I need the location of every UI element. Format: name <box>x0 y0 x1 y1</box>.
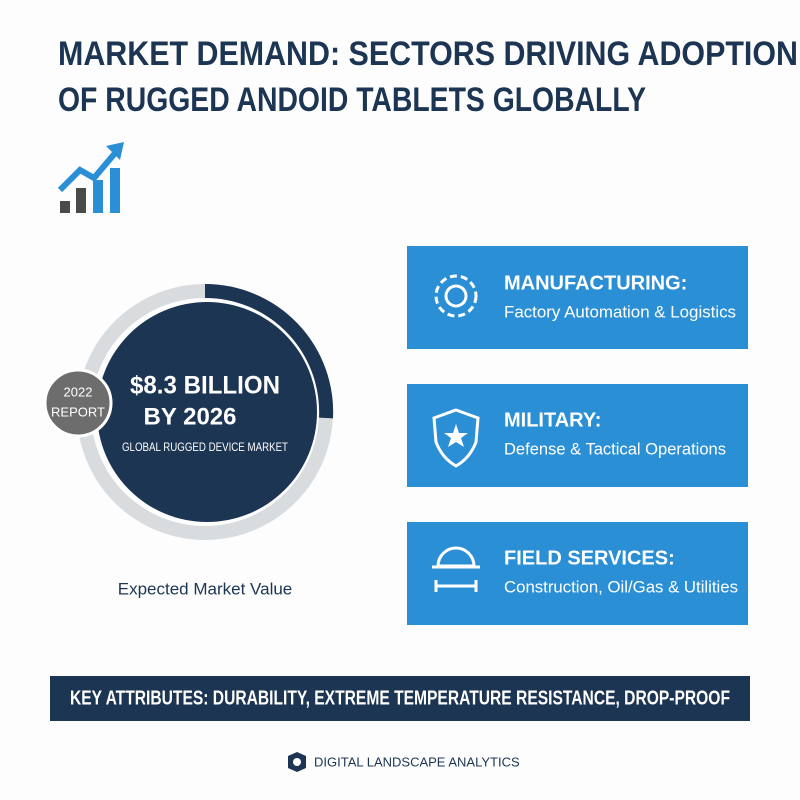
sector-card: MILITARY: Defense & Tactical Operations <box>407 384 748 487</box>
caption: Expected Market Value <box>118 579 293 598</box>
sector-description: Defense & Tactical Operations <box>504 439 726 458</box>
sector-description: Factory Automation & Logistics <box>504 302 736 321</box>
title-line: MARKET DEMAND: SECTORS DRIVING ADOPTION <box>58 35 798 73</box>
sector-title: MANUFACTURING: <box>504 272 687 294</box>
footer-text: DIGITAL LANDSCAPE ANALYTICS <box>314 754 520 769</box>
badge <box>43 368 113 438</box>
footer-logo <box>288 752 306 772</box>
badge-text: 2022 <box>64 384 93 399</box>
title-line: OF RUGGED ANDOID TABLETS GLOBALLY <box>58 81 646 119</box>
banner <box>50 676 750 721</box>
growth-icon <box>57 142 124 213</box>
market-subject: GLOBAL RUGGED DEVICE MARKET <box>122 440 289 454</box>
sector-title: FIELD SERVICES: <box>504 547 675 569</box>
sector-description: Construction, Oil/Gas & Utilities <box>504 577 738 596</box>
market-value: $8.3 BILLION <box>130 372 280 400</box>
sector-card: FIELD SERVICES: Construction, Oil/Gas & … <box>407 522 748 625</box>
sector-title: MILITARY: <box>504 409 601 431</box>
market-year: BY 2026 <box>144 403 237 430</box>
sector-card: MANUFACTURING: Factory Automation & Logi… <box>407 246 748 349</box>
badge-text: REPORT <box>51 404 105 419</box>
banner-text: KEY ATTRIBUTES: DURABILITY, EXTREME TEMP… <box>70 687 730 709</box>
